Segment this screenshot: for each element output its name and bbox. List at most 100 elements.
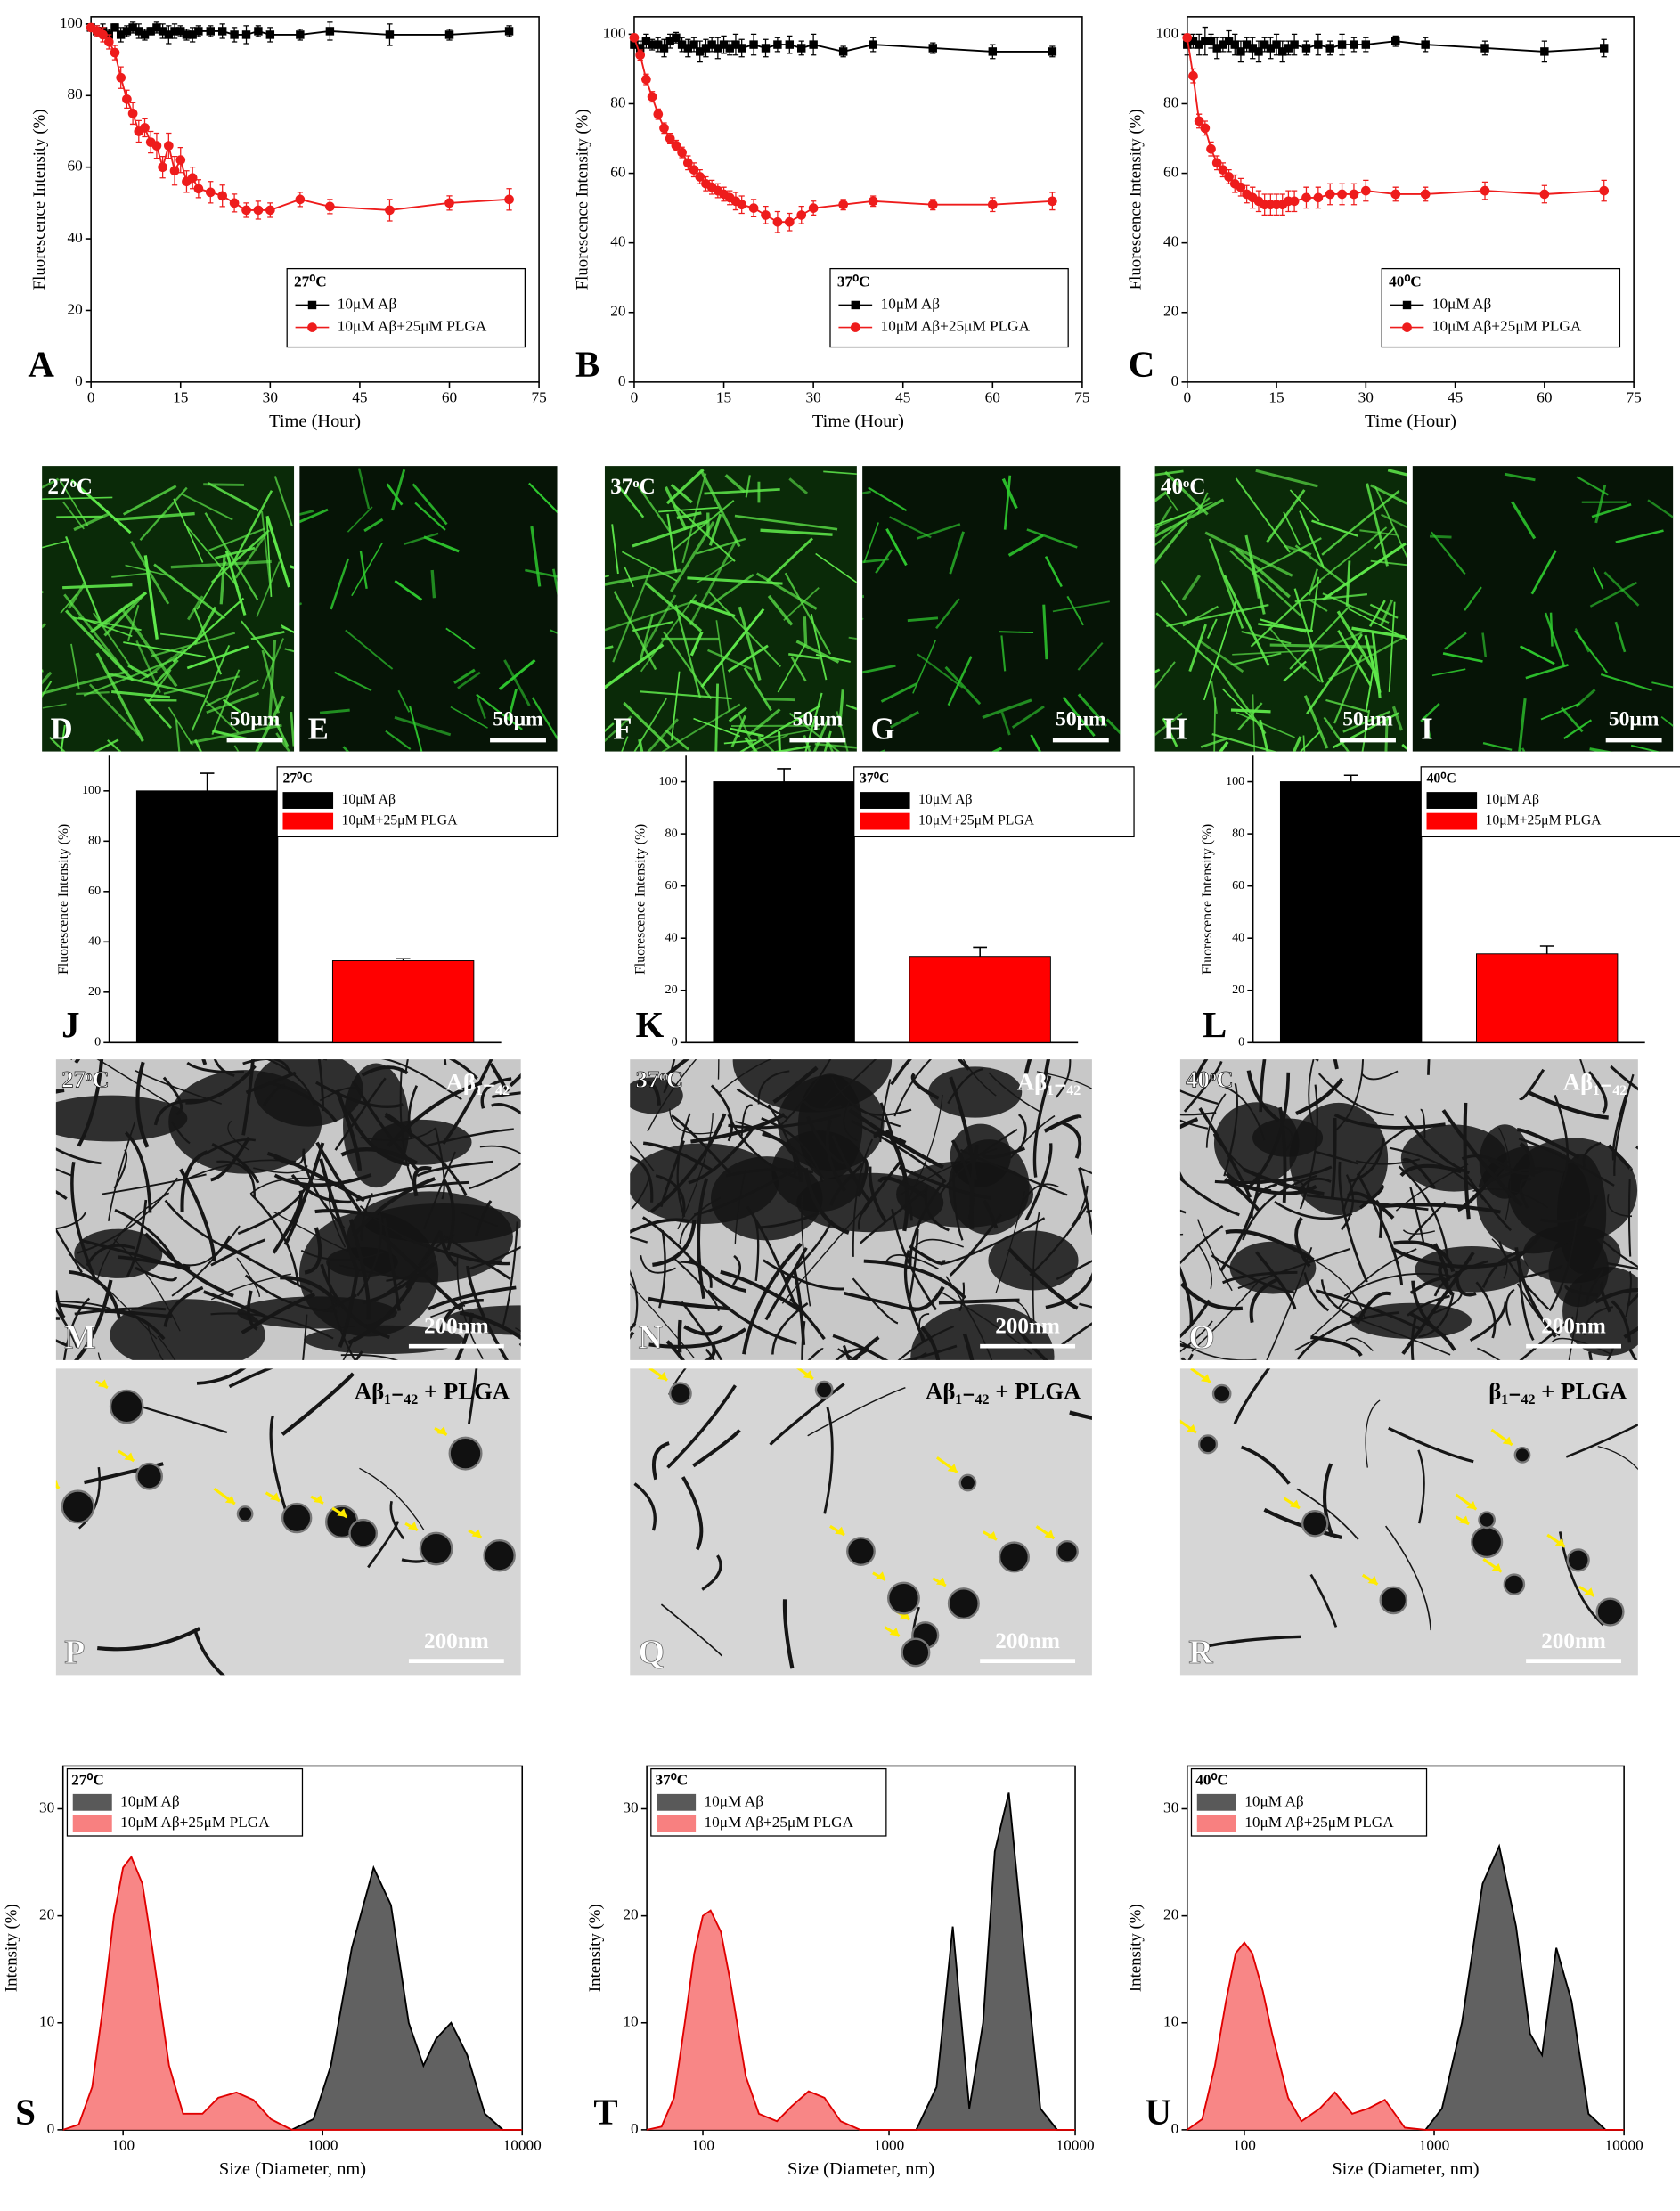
fibril bbox=[697, 1178, 709, 1300]
fibril bbox=[530, 526, 542, 587]
legend-swatch bbox=[72, 1815, 112, 1832]
fibril bbox=[1410, 1318, 1417, 1360]
fibril bbox=[428, 1285, 517, 1311]
fibril bbox=[1182, 605, 1219, 627]
marker bbox=[719, 40, 729, 49]
fibril bbox=[302, 1148, 346, 1229]
y-tick-label: 100 bbox=[60, 14, 83, 31]
fibril bbox=[480, 1077, 512, 1109]
fibril bbox=[838, 689, 844, 728]
x-tick-label: 15 bbox=[716, 389, 731, 406]
fibril bbox=[74, 1307, 167, 1316]
fibril bbox=[42, 670, 129, 695]
marker bbox=[1421, 40, 1430, 49]
fibril bbox=[671, 671, 681, 741]
x-tick-label: 0 bbox=[631, 389, 639, 406]
fibril bbox=[949, 531, 965, 575]
fibril bbox=[949, 1213, 1002, 1277]
fibril bbox=[857, 1156, 869, 1198]
fibril bbox=[42, 671, 53, 685]
fibril bbox=[214, 1059, 235, 1077]
fibril bbox=[848, 1108, 944, 1170]
fibril bbox=[635, 483, 672, 534]
marker bbox=[1391, 37, 1400, 45]
fibril bbox=[1607, 1194, 1633, 1218]
fibril bbox=[767, 1104, 796, 1177]
nanoparticle bbox=[1595, 1597, 1625, 1627]
nanoparticle bbox=[61, 1489, 95, 1524]
marker bbox=[1048, 47, 1057, 56]
x-tick-label: 100 bbox=[691, 2137, 714, 2154]
fibril bbox=[125, 564, 167, 576]
fibril bbox=[1321, 490, 1400, 556]
fibril bbox=[1162, 717, 1178, 747]
arrow-head bbox=[803, 1370, 813, 1379]
fibril bbox=[1574, 630, 1608, 673]
arrow-head bbox=[1502, 1436, 1513, 1445]
fibril bbox=[468, 1245, 521, 1270]
fibril bbox=[1488, 1158, 1545, 1176]
fibril bbox=[181, 493, 233, 521]
bar bbox=[909, 956, 1051, 1043]
fibril bbox=[781, 1210, 863, 1304]
arrow-head bbox=[124, 1452, 135, 1461]
fibril-layer bbox=[55, 1059, 521, 1360]
fibril bbox=[788, 477, 809, 495]
dark-region bbox=[732, 1059, 893, 1113]
arrow-head bbox=[1200, 1374, 1211, 1383]
fibril bbox=[1336, 1248, 1417, 1310]
marker bbox=[385, 30, 395, 39]
marker bbox=[325, 27, 335, 36]
fibril bbox=[1498, 1241, 1550, 1310]
fibril bbox=[273, 718, 290, 747]
chart-panel: 0 20 40 60 80 100 Fluorescence Intensity (%) L 4… bbox=[1200, 755, 1680, 1049]
fibril bbox=[224, 551, 247, 616]
fibril bbox=[790, 656, 807, 682]
marker bbox=[1206, 143, 1216, 154]
marker bbox=[127, 109, 138, 118]
fibril bbox=[124, 1131, 152, 1213]
fibril bbox=[681, 1301, 723, 1360]
chart-panel: 0 10 20 30 100 1000 10000 Size (Diameter, nm) In… bbox=[586, 1765, 1095, 2179]
fibril bbox=[1565, 1423, 1638, 1458]
marker bbox=[254, 27, 263, 36]
legend-title: 27⁰C bbox=[294, 273, 327, 290]
marker bbox=[504, 194, 514, 205]
fibril bbox=[86, 1244, 136, 1267]
micrograph-background bbox=[1412, 466, 1674, 752]
fibril bbox=[1374, 526, 1395, 550]
fibril bbox=[528, 482, 558, 514]
marker bbox=[635, 50, 646, 61]
legend-label: 10μM+25μM PLGA bbox=[341, 813, 458, 828]
fibril bbox=[1407, 1201, 1447, 1241]
fibril bbox=[107, 739, 122, 752]
marker bbox=[653, 109, 664, 119]
marker bbox=[1248, 44, 1258, 53]
fibril bbox=[632, 519, 708, 548]
nanoparticle bbox=[1056, 1539, 1079, 1563]
fibril bbox=[852, 1277, 899, 1325]
fibril bbox=[1365, 1399, 1381, 1468]
fibril bbox=[342, 1336, 355, 1360]
micrograph: 50μm E bbox=[299, 466, 558, 752]
fibril bbox=[126, 604, 140, 642]
arrow-head bbox=[97, 1379, 108, 1388]
fibril bbox=[55, 1290, 66, 1319]
fibril bbox=[1320, 1279, 1359, 1320]
fibril bbox=[848, 1100, 912, 1116]
fibril bbox=[64, 609, 135, 681]
fibril bbox=[696, 559, 734, 584]
fibril bbox=[624, 567, 634, 588]
fibril bbox=[908, 1228, 919, 1304]
marker bbox=[188, 30, 197, 39]
fibril bbox=[1420, 703, 1440, 722]
marker bbox=[772, 216, 783, 227]
marker bbox=[1325, 44, 1334, 53]
marker bbox=[169, 166, 180, 176]
fibril bbox=[663, 1059, 676, 1094]
bar bbox=[331, 960, 475, 1043]
fibril bbox=[1071, 1185, 1089, 1228]
fibril bbox=[443, 1179, 455, 1251]
fibril bbox=[1221, 688, 1255, 722]
marker bbox=[928, 44, 937, 53]
